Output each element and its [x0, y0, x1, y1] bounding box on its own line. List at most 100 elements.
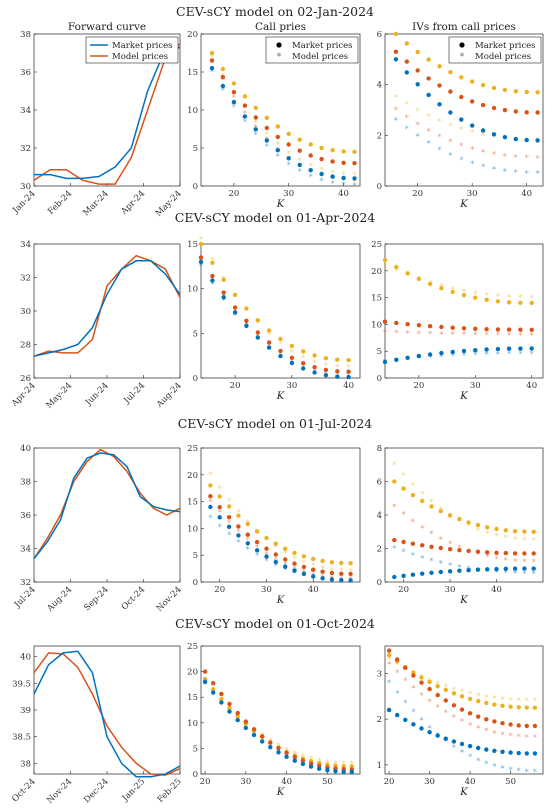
market-price-point [429, 504, 434, 509]
market-price-point [437, 64, 442, 69]
model-price-point: * [452, 744, 456, 753]
market-price-point [461, 326, 467, 331]
market-price-point [518, 300, 523, 305]
market-price-point [500, 721, 505, 726]
market-price-point [341, 175, 346, 181]
market-price-point [532, 723, 538, 729]
y-tick-label: 36 [20, 68, 31, 78]
market-price-point [500, 749, 505, 754]
market-price-point [278, 348, 283, 354]
model-price-point: * [320, 166, 324, 175]
market-price-point [404, 70, 409, 75]
market-price-point [410, 541, 416, 546]
market-price-point [275, 134, 280, 140]
market-price-point [512, 566, 518, 571]
market-price-point [346, 369, 351, 374]
model-price-point: * [244, 324, 248, 333]
market-price-point [268, 745, 273, 750]
implied-vol-panel: 1 2 3 20 30 40 50 K * * * * * * * * * * * * * * * * * * * * * * * * * * * *… [377, 645, 544, 798]
market-price-point [470, 99, 475, 104]
y-tick-label: 40 [20, 444, 31, 454]
model-price-point: * [254, 118, 258, 127]
model-price-point: * [293, 569, 297, 578]
market-price-point [323, 373, 329, 378]
model-price-point: * [518, 294, 522, 303]
market-price-point [329, 560, 335, 565]
market-price-point [227, 701, 232, 707]
market-price-point [524, 110, 529, 115]
y-tick-label: 5 [193, 744, 198, 754]
model-price-point: * [274, 562, 278, 571]
market-price-point [459, 94, 464, 100]
model-price-point: * [353, 171, 357, 180]
market-price-point [245, 532, 250, 537]
market-price-point [236, 524, 241, 529]
market-price-point [426, 57, 431, 62]
y-tick-label: 30 [20, 307, 31, 317]
model-price-point: * [492, 151, 496, 160]
model-price-point: * [507, 331, 511, 340]
market-price-point [244, 318, 249, 323]
model-price-point: * [218, 485, 222, 494]
market-price-point [466, 548, 471, 554]
model-price-point: * [287, 161, 291, 170]
model-price-point: * [342, 181, 346, 190]
market-price-point [236, 513, 241, 518]
y-tick-label: 2 [377, 545, 382, 555]
x-tick-label: 50 [505, 777, 516, 787]
market-price-point [317, 766, 322, 771]
model-price-point: * [451, 331, 455, 340]
model-price-point: * [518, 331, 522, 340]
model-price-point: * [321, 576, 325, 585]
market-price-point [242, 114, 248, 119]
market-price-point [284, 750, 289, 756]
model-price-point: * [522, 570, 526, 579]
market-price-point [349, 769, 354, 775]
market-price-point [346, 374, 351, 380]
market-price-point [415, 68, 420, 73]
y-tick-label: 36 [20, 511, 31, 521]
market-price-point [348, 561, 353, 566]
y-tick-label: 32 [20, 578, 31, 588]
market-price-point [485, 550, 490, 555]
model-price-point: * [243, 110, 247, 119]
y-tick-label: 10 [187, 524, 198, 534]
market-price-point [292, 754, 297, 760]
market-price-point [226, 524, 232, 529]
market-price-point [220, 83, 226, 89]
market-price-point [439, 286, 444, 291]
market-price-point [466, 520, 471, 525]
legend-label: Market prices [112, 41, 173, 51]
x-tick-label: Jan-25 [120, 777, 147, 804]
x-tick-label: Nov-24 [155, 585, 184, 614]
market-price-point [516, 750, 521, 756]
model-price-point: * [438, 146, 442, 155]
legend-marker-dot [459, 42, 465, 48]
market-price-point [447, 569, 453, 574]
model-price-point: * [276, 152, 280, 161]
model-price-point: * [342, 177, 346, 186]
y-tick-label: 6 [377, 478, 382, 488]
market-price-point [386, 648, 392, 653]
legend-box [265, 36, 359, 64]
market-price-point [467, 743, 473, 749]
x-tick-label: Feb-25 [156, 777, 184, 805]
market-price-point [480, 102, 486, 108]
model-price-point: * [244, 307, 248, 316]
market-price-point [535, 90, 540, 95]
market-price-point [485, 567, 490, 572]
model-price-point: * [530, 331, 534, 340]
model-price-point: * [439, 560, 443, 569]
model-price-point: * [402, 472, 406, 481]
market-price-point [210, 273, 215, 279]
x-tick-label: Apr-24 [119, 189, 148, 218]
market-price-point [494, 566, 499, 572]
market-price-point [410, 492, 416, 498]
y-tick-label: 39 [20, 706, 31, 716]
x-tick-label: 20 [398, 585, 409, 595]
market-price-point [308, 764, 314, 769]
model-price-point: * [438, 133, 442, 142]
model-price-point: * [265, 143, 269, 152]
x-tick-label: 20 [214, 585, 225, 595]
model-price-point: * [452, 714, 456, 723]
